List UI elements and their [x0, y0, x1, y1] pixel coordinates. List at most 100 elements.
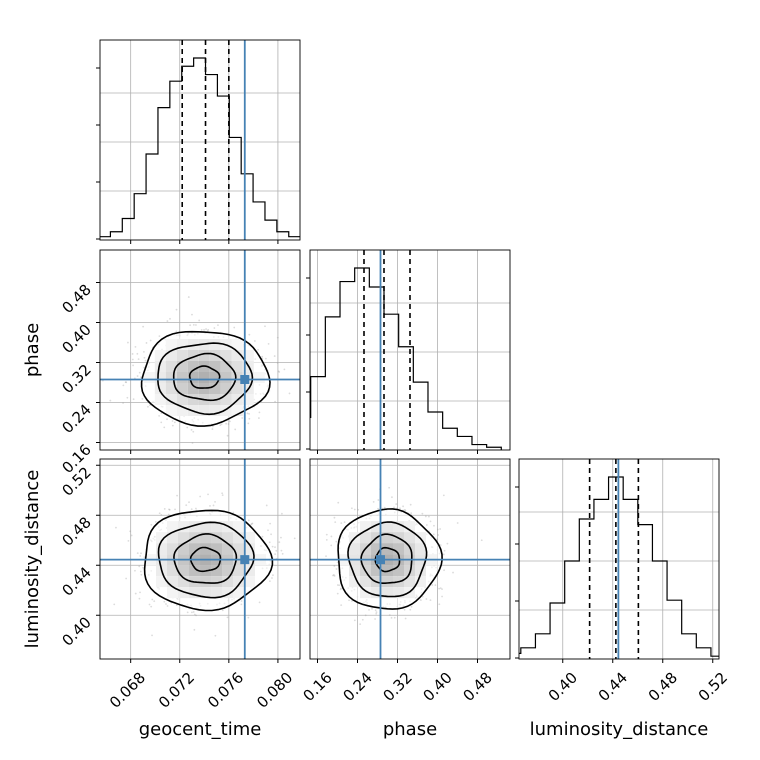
y-tick-label-luminosity_distance: 0.48: [58, 513, 94, 549]
x-tick-label-luminosity_distance: 0.40: [545, 669, 581, 705]
x-tick-label-luminosity_distance: 0.44: [595, 669, 631, 705]
x-tick-label-geocent_time: 0.080: [253, 669, 296, 712]
sample-point: [293, 537, 296, 540]
sample-point: [427, 515, 430, 518]
sample-point: [410, 512, 413, 515]
sample-point: [257, 348, 259, 351]
sample-point: [211, 428, 214, 430]
sample-point: [219, 424, 222, 427]
sample-point: [113, 603, 116, 606]
sample-point: [393, 616, 396, 619]
sample-point: [333, 516, 336, 519]
sample-point: [221, 492, 224, 495]
sample-point: [274, 546, 276, 549]
sample-point: [272, 574, 274, 577]
sample-point: [136, 352, 139, 355]
sample-point: [151, 634, 153, 637]
contour-level-1: [157, 342, 254, 416]
sample-point: [456, 522, 459, 524]
sample-point: [241, 417, 244, 419]
sample-point: [145, 342, 148, 344]
sample-point: [393, 506, 395, 509]
sample-point: [203, 328, 205, 331]
sample-point: [143, 350, 145, 353]
density-panel-geocent_time-luminosity_distance: [96, 458, 301, 663]
sample-point: [281, 512, 283, 515]
histogram-step-luminosity_distance: [519, 476, 719, 657]
sample-point: [261, 535, 264, 538]
sample-point: [264, 325, 266, 328]
histogram-panel-phase: [306, 249, 511, 454]
sample-point: [234, 428, 237, 431]
sample-point: [138, 597, 141, 600]
sample-point: [269, 522, 272, 525]
sample-point: [207, 328, 210, 331]
sample-point: [425, 524, 428, 526]
y-tick-label-phase: 0.48: [58, 281, 94, 317]
sample-point: [281, 552, 284, 555]
sample-point: [149, 339, 152, 342]
truth-marker: [240, 375, 250, 384]
sample-point: [140, 552, 142, 555]
sample-point: [209, 505, 211, 507]
x-tick-label-phase: 0.24: [340, 669, 376, 705]
sample-point: [251, 522, 254, 525]
sample-point: [421, 512, 424, 515]
sample-point: [158, 415, 161, 417]
sample-point: [205, 328, 207, 330]
axes-frame: [99, 39, 301, 241]
sample-point: [138, 565, 141, 568]
sample-point: [277, 370, 280, 373]
sample-point: [399, 507, 401, 510]
sample-point: [171, 424, 174, 427]
sample-point: [136, 375, 139, 377]
sample-point: [425, 598, 428, 600]
sample-point: [283, 368, 286, 371]
y-tick-label-phase: 0.24: [58, 401, 94, 437]
sample-point: [195, 614, 197, 617]
sample-point: [211, 425, 214, 428]
sample-point: [429, 520, 432, 523]
sample-point: [160, 513, 163, 516]
sample-point: [174, 508, 176, 511]
sample-point: [190, 611, 193, 614]
sample-point: [335, 540, 338, 543]
sample-point: [438, 603, 441, 606]
x-tick-label-luminosity_distance: 0.52: [695, 669, 731, 705]
sample-point: [163, 600, 166, 603]
sample-point: [212, 504, 215, 507]
sample-point: [214, 500, 216, 503]
histogram-panel-luminosity_distance: [515, 458, 720, 663]
histogram-panel-geocent_time: [96, 39, 301, 244]
sample-point: [171, 420, 174, 422]
sample-point: [271, 545, 274, 548]
sample-point: [233, 326, 236, 329]
sample-point: [439, 544, 442, 547]
sample-point: [325, 538, 328, 541]
sample-point: [276, 336, 279, 339]
sample-point: [359, 623, 362, 626]
x-tick-label-luminosity_distance: 0.48: [645, 669, 681, 705]
sample-point: [188, 501, 190, 504]
sample-point: [434, 584, 437, 587]
sample-point: [221, 609, 224, 612]
sample-point: [338, 584, 341, 587]
sample-point: [166, 418, 168, 421]
sample-point: [247, 519, 250, 522]
sample-point: [193, 613, 196, 616]
y-tick-label-luminosity_distance: 0.40: [58, 613, 94, 649]
sample-point: [160, 421, 163, 424]
sample-point: [278, 541, 281, 544]
sample-point: [247, 616, 250, 619]
sample-point: [173, 421, 176, 424]
sample-point: [139, 570, 142, 573]
sample-point: [198, 319, 201, 322]
axes-frame: [518, 458, 720, 660]
sample-point: [228, 420, 231, 423]
sample-point: [357, 508, 360, 511]
sample-point: [421, 595, 424, 598]
histogram-step-phase: [310, 267, 502, 450]
sample-point: [265, 504, 268, 507]
y-tick-label-phase: 0.40: [58, 321, 94, 357]
sample-point: [143, 556, 146, 559]
